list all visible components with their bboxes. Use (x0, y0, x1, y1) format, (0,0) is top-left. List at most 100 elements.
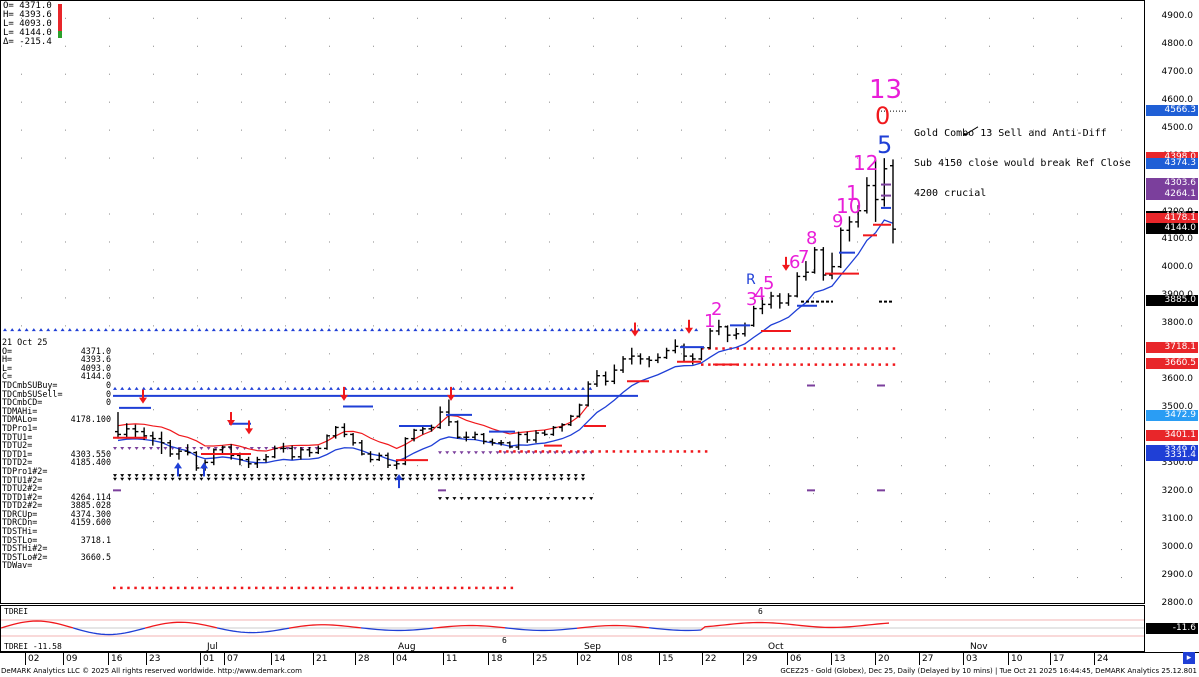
red-dotted-level (233, 586, 237, 590)
tdtd-down-triangle (271, 474, 276, 478)
grid-dot (373, 325, 374, 327)
grid-dot (1033, 325, 1034, 327)
tdtd-down-triangle (206, 477, 211, 481)
info-row-label: H= (2, 354, 13, 365)
tdtd-down-triangle (552, 477, 557, 481)
info-row-value: 4374.300 (70, 508, 111, 519)
grid-dot (329, 73, 330, 75)
tdrei-line (700, 621, 890, 631)
price-level-label: 4374.3 (1146, 158, 1198, 170)
tdst-up-triangle (96, 328, 101, 332)
grid-dot (857, 381, 858, 383)
grid-dot (417, 577, 418, 579)
tdtd-down-triangle (242, 477, 247, 481)
grid-dot (1033, 353, 1034, 355)
date-tick-label: 11 (446, 654, 458, 664)
tdstlo2-dotted-level (843, 363, 846, 366)
red-dotted-level (584, 450, 587, 453)
grid-dot (505, 73, 506, 75)
price-tick-label: 3300.0 (1161, 458, 1194, 469)
tdrei-line (504, 627, 578, 632)
tdst-up-triangle (139, 328, 144, 332)
date-tick-mark (25, 653, 26, 665)
tdtd-down-triangle (206, 474, 211, 478)
tdst-up-triangle (465, 386, 470, 390)
info-row: TDSTLo= 3718.1 (2, 535, 113, 545)
date-tick-label: 23 (149, 654, 161, 664)
grid-dot (505, 437, 506, 439)
tdst-up-triangle (679, 328, 684, 332)
month-label: Sep (584, 642, 601, 652)
red-dotted-level (347, 586, 350, 590)
date-tick-mark (702, 653, 703, 665)
grid-dot (549, 353, 550, 355)
tdstlo2-dotted-level (708, 363, 711, 366)
tdtd-purple-triangle (459, 451, 464, 455)
grid-dot (901, 213, 902, 215)
chart-settings-icon[interactable]: ▸ (1183, 652, 1195, 664)
tdst-up-triangle (437, 386, 441, 390)
tdstlo2-dotted-level (878, 363, 881, 366)
grid-dot (945, 45, 946, 47)
tdrei-value: TDREI -11.58 (4, 642, 62, 651)
date-tick-label: 04 (396, 654, 408, 664)
tdstlo2-dotted-level (800, 363, 803, 366)
grid-dot (241, 73, 242, 75)
grid-dot (285, 521, 286, 523)
grid-dot (681, 73, 682, 75)
grid-dot (1121, 325, 1122, 327)
tdst-up-triangle (607, 328, 612, 332)
grid-dot (593, 521, 594, 523)
grid-dot (857, 269, 858, 271)
tdtd-down-triangle (480, 477, 485, 481)
date-tick-mark (200, 653, 201, 665)
tdst-up-triangle (298, 328, 303, 332)
red-dotted-level (418, 586, 421, 590)
price-chart[interactable]: O= 4371.0 H= 4393.6 L= 4093.0 L= 4144.0 … (0, 0, 1145, 604)
grid-dot (637, 269, 638, 271)
date-tick-label: 17 (1053, 654, 1065, 664)
grid-dot (593, 353, 594, 355)
tdst-up-triangle (537, 386, 542, 390)
grid-dot (285, 325, 286, 327)
grid-dot (241, 577, 242, 579)
tdstlo2-dotted-level (821, 363, 825, 366)
date-tick-label: 29 (746, 654, 758, 664)
tdstlo-dotted-level (757, 347, 761, 350)
info-row: TDCmbSUSell= 0 (2, 389, 113, 399)
grid-dot (989, 549, 990, 551)
date-tick-label: 07 (227, 654, 239, 664)
price-tick-label: 4600.0 (1161, 94, 1194, 105)
grid-dot (813, 409, 814, 411)
tdst-up-triangle (391, 328, 396, 332)
count-label-11: 1 (846, 181, 859, 205)
price-level-label: 4398.0 (1146, 151, 1198, 163)
tdst-up-triangle (336, 386, 341, 390)
grid-dot (989, 269, 990, 271)
tdst-up-triangle (285, 386, 290, 390)
footer: DeMARK Analytics LLC © 2025 All rights r… (0, 666, 1199, 677)
grid-dot (901, 325, 902, 327)
grid-dot (989, 437, 990, 439)
grid-dot (461, 325, 462, 327)
tdtd-down-triangle (582, 497, 586, 501)
price-tick-label: 4000.0 (1161, 262, 1194, 273)
tdstlo2-dotted-level (885, 363, 889, 366)
date-tick-label: 15 (662, 654, 674, 664)
tdtd-purple-triangle (285, 447, 290, 451)
grid-dot (153, 157, 154, 159)
grid-dot (417, 297, 418, 299)
red-dotted-level (503, 586, 506, 590)
red-dotted-level (247, 586, 251, 590)
tdtd-down-triangle (134, 477, 139, 481)
tdtd-down-triangle (357, 477, 362, 481)
info-row: TDTU1#2= (2, 475, 113, 485)
red-dotted-level (304, 586, 308, 590)
tdrei-panel[interactable]: TDREI TDREI -11.58 6 6 (0, 605, 1145, 652)
tdtd-down-triangle (487, 474, 492, 478)
tdtd-down-triangle (452, 497, 457, 501)
grid-dot (417, 353, 418, 355)
red-dotted-level (425, 586, 428, 590)
price-chart-svg (3, 17, 1122, 590)
grid-dot (989, 129, 990, 131)
